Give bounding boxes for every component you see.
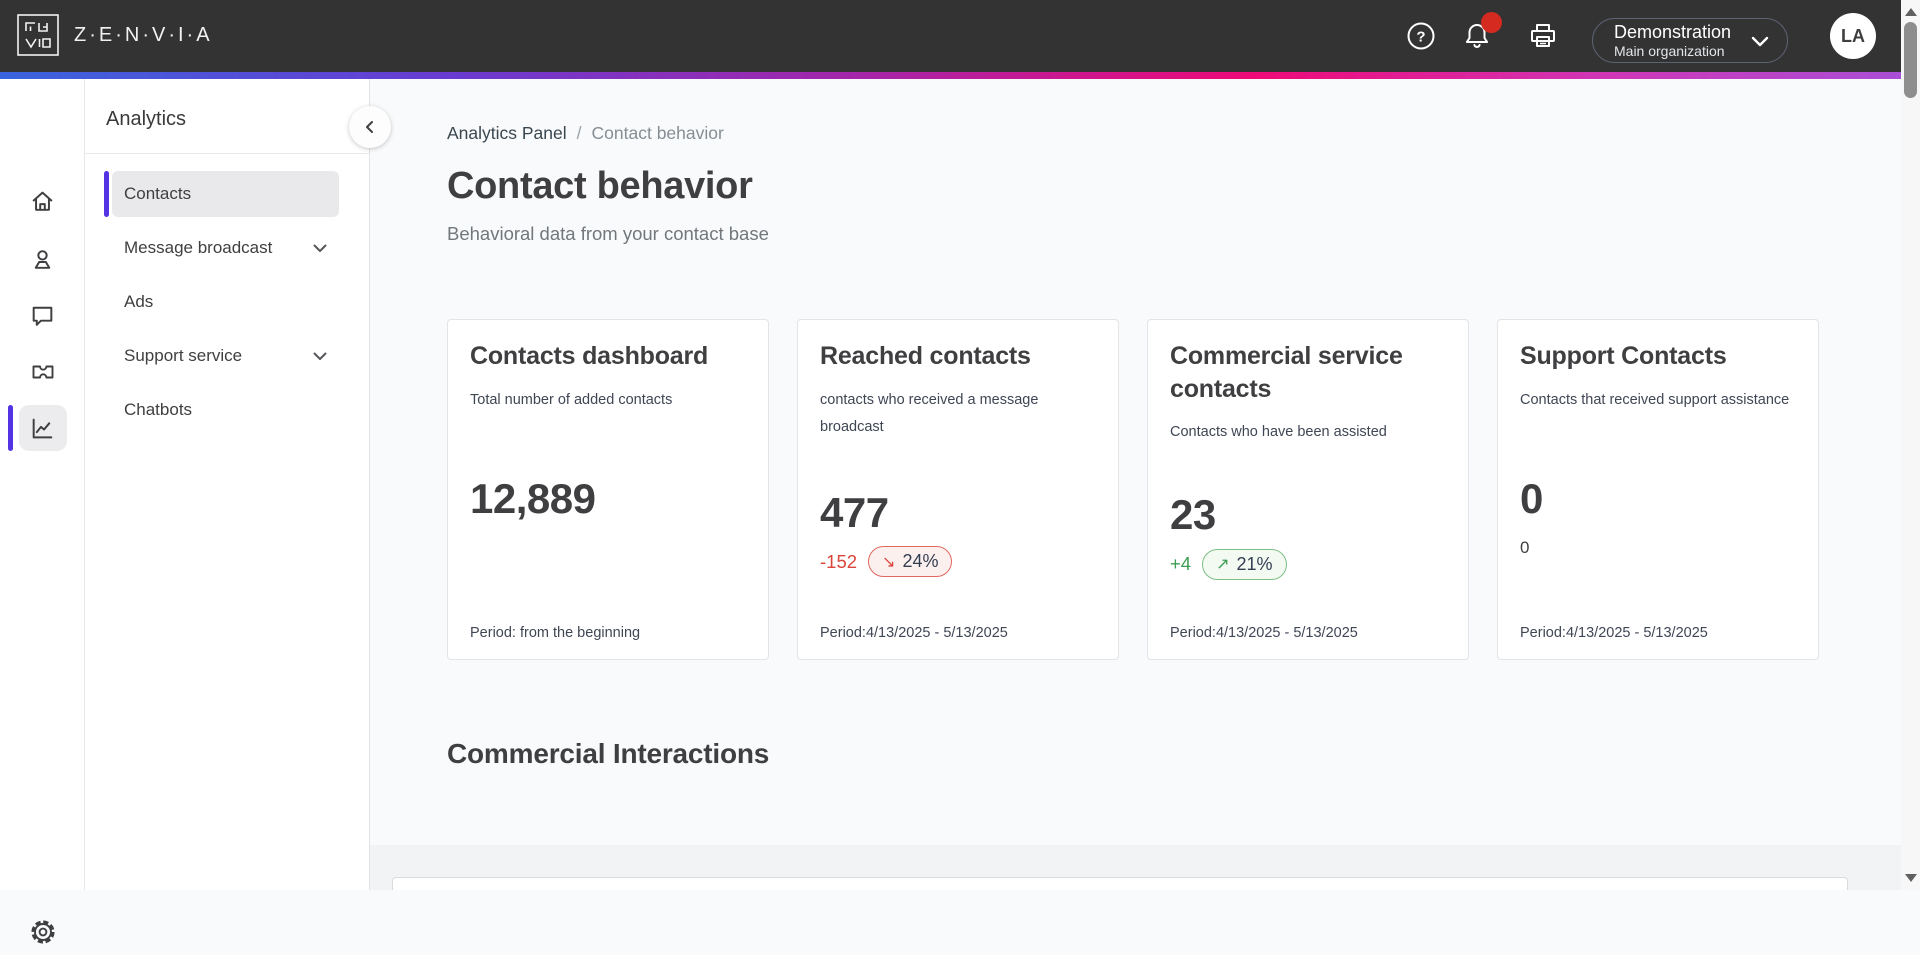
card-title: Contacts dashboard: [470, 342, 709, 370]
active-item-indicator: [104, 171, 109, 217]
chevron-down-icon: [309, 345, 331, 367]
collapse-sidebar-icon: [366, 121, 373, 133]
home-icon: [32, 191, 53, 211]
trend-percentage: 21%: [1236, 553, 1273, 574]
rail-item-analytics[interactable]: [0, 405, 85, 451]
zenvia-logo-text: Z·E·N·V·I·A: [74, 23, 213, 46]
zenvia-logo-icon: [16, 13, 60, 57]
card-contacts-dashboard: Contacts dashboard Total number of added…: [447, 319, 769, 660]
trend-badge: ↗ 21%: [1202, 548, 1287, 580]
sidebar-item-message-broadcast[interactable]: Message broadcast: [85, 221, 369, 275]
page-title: Contact behavior: [447, 165, 753, 207]
sidebar-divider: [85, 153, 369, 154]
breadcrumb-current: Contact behavior: [591, 123, 724, 143]
scrollbar-thumb[interactable]: [1904, 22, 1917, 98]
organization-name: Demonstration: [1614, 22, 1732, 43]
rail-item-settings[interactable]: [0, 909, 85, 955]
avatar-initials: LA: [1841, 25, 1865, 46]
sidebar-collapse-button[interactable]: [349, 106, 391, 148]
rail-item-conversations[interactable]: [0, 292, 85, 338]
card-description: Contacts who have been assisted: [1170, 424, 1387, 440]
brand-gradient-bar: [0, 72, 1901, 79]
help-glyph: ?: [1416, 29, 1425, 46]
card-description: Contacts that received support assistanc…: [1520, 391, 1790, 408]
sidebar-item-label: Contacts: [124, 184, 192, 203]
card-reached-contacts: Reached contacts contacts who received a…: [797, 319, 1119, 660]
active-item-highlight: [112, 171, 339, 217]
analytics-sidebar: Analytics Contacts Message broadcast Ads…: [85, 79, 370, 890]
chevron-down-icon: [1747, 28, 1773, 54]
sidebar-item-label: Ads: [124, 292, 154, 311]
active-rail-indicator: [8, 405, 13, 451]
card-delta-row: -152 ↘ 24%: [820, 546, 1096, 578]
sidebar-menu: Contacts Message broadcast Ads Support s…: [85, 154, 369, 437]
card-description: Total number of added contacts: [470, 391, 673, 408]
card-support-contacts: Support Contacts Contacts that received …: [1497, 319, 1819, 660]
printer-icon[interactable]: [1521, 0, 1565, 72]
zenvia-logo[interactable]: Z·E·N·V·I·A: [16, 13, 213, 57]
scrollbar-down-arrow[interactable]: [1901, 870, 1920, 886]
card-value: 0: [1520, 475, 1543, 523]
rail-item-home[interactable]: [0, 178, 85, 224]
analytics-chart-icon: [32, 418, 53, 438]
trend-up-arrow-icon: ↗: [1216, 556, 1230, 574]
sidebar-item-label: Message broadcast: [124, 238, 273, 257]
sidebar-item-contacts[interactable]: Contacts: [85, 167, 369, 221]
card-title: Commercial service contacts: [1170, 342, 1403, 403]
card-delta-row: +4 ↗ 21%: [1170, 548, 1446, 580]
breadcrumb: Analytics Panel / Contact behavior: [447, 123, 1901, 144]
section-heading-commercial-interactions: Commercial Interactions: [447, 738, 770, 769]
trend-down-arrow-icon: ↘: [882, 553, 896, 571]
topbar: Z·E·N·V·I·A ? Demonstration Main organiz…: [0, 0, 1901, 72]
commercial-interactions-card: [392, 877, 1848, 890]
gear-icon: [30, 920, 55, 944]
sidebar-header: Analytics: [106, 108, 187, 130]
sidebar-item-label: Support service: [124, 346, 243, 365]
card-period: Period: from the beginning: [470, 624, 641, 641]
delta-value: -152: [820, 550, 858, 572]
card-value: 12,889: [470, 475, 596, 523]
card-value: 477: [820, 488, 889, 536]
trend-percentage: 24%: [902, 551, 939, 572]
page-scrollbar[interactable]: [1901, 0, 1920, 890]
card-value: 23: [1170, 491, 1216, 539]
chat-bubble-icon: [32, 306, 53, 326]
person-icon: [34, 249, 51, 269]
chevron-down-icon: [309, 237, 331, 259]
card-period: Period:4/13/2025 - 5/13/2025: [820, 625, 1008, 641]
help-icon[interactable]: ?: [1399, 0, 1443, 72]
card-period: Period:4/13/2025 - 5/13/2025: [1170, 624, 1358, 641]
breadcrumb-separator: /: [576, 123, 582, 143]
card-title: Reached contacts: [820, 342, 1031, 370]
scrollbar-up-arrow[interactable]: [1901, 4, 1920, 20]
sidebar-item-chatbots[interactable]: Chatbots: [85, 383, 369, 437]
card-description: contacts who received a message broadcas…: [820, 391, 1039, 436]
rail-item-campaigns[interactable]: [0, 349, 85, 395]
organization-sublabel: Main organization: [1614, 42, 1725, 59]
breadcrumb-analytics-panel[interactable]: Analytics Panel: [447, 123, 567, 143]
card-period: Period:4/13/2025 - 5/13/2025: [1520, 624, 1708, 641]
stat-cards-row: Contacts dashboard Total number of added…: [447, 319, 1901, 660]
delta-value: +4: [1170, 553, 1192, 575]
sidebar-item-label: Chatbots: [124, 400, 193, 419]
notification-badge-dot: [1481, 12, 1502, 33]
left-icon-rail: [0, 79, 85, 944]
card-title: Support Contacts: [1520, 342, 1727, 370]
card-delta-row: 0: [1520, 532, 1796, 564]
page-subtitle: Behavioral data from your contact base: [447, 223, 769, 244]
delta-value: 0: [1520, 538, 1530, 558]
organization-switcher[interactable]: Demonstration Main organization: [1592, 18, 1788, 63]
card-commercial-service-contacts: Commercial service contacts Contacts who…: [1147, 319, 1469, 660]
user-avatar[interactable]: LA: [1830, 13, 1876, 59]
notifications-bell-icon[interactable]: [1455, 0, 1502, 72]
sidebar-item-support-service[interactable]: Support service: [85, 329, 369, 383]
main-content: Analytics Panel / Contact behavior Conta…: [370, 79, 1901, 890]
sidebar-item-ads[interactable]: Ads: [85, 275, 369, 329]
card-delta-row: [470, 532, 746, 564]
rail-item-contacts[interactable]: [0, 236, 85, 282]
trend-badge: ↘ 24%: [868, 546, 953, 578]
ticket-icon: [32, 365, 53, 379]
